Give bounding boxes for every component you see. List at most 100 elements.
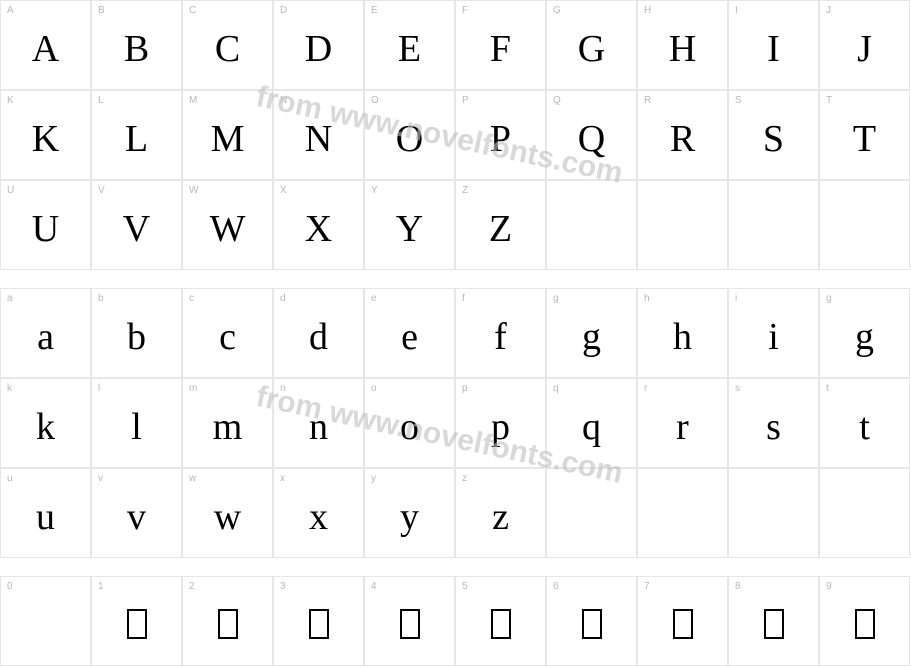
cell-glyph: Q: [578, 120, 605, 158]
glyph-cell: BB: [91, 0, 182, 90]
glyph-cell: 7: [637, 576, 728, 666]
cell-glyph: m: [213, 408, 243, 446]
glyph-cell: CC: [182, 0, 273, 90]
cell-label: 7: [644, 581, 650, 592]
cell-label: C: [189, 5, 196, 16]
glyph-cell: tt: [819, 378, 910, 468]
glyph-cell: 3: [273, 576, 364, 666]
glyph-cell: nn: [273, 378, 364, 468]
cell-glyph: f: [494, 318, 507, 356]
glyph-cell: FF: [455, 0, 546, 90]
cell-glyph: Z: [489, 210, 512, 248]
glyph-cell: ss: [728, 378, 819, 468]
cell-glyph: o: [400, 408, 419, 446]
missing-glyph-box: [127, 609, 147, 639]
glyph-cell: II: [728, 0, 819, 90]
cell-label: H: [644, 5, 651, 16]
glyph-cell: zz: [455, 468, 546, 558]
cell-label: A: [7, 5, 14, 16]
cell-glyph: v: [127, 498, 146, 536]
cell-glyph: g: [582, 318, 601, 356]
glyph-cell: [546, 468, 637, 558]
glyph-cell: pp: [455, 378, 546, 468]
cell-label: h: [644, 293, 650, 304]
cell-label: Y: [371, 185, 378, 196]
cell-glyph: u: [36, 498, 55, 536]
glyph-cell: WW: [182, 180, 273, 270]
cell-glyph: K: [32, 120, 59, 158]
glyph-cell: HH: [637, 0, 728, 90]
cell-label: v: [98, 473, 103, 484]
glyph-cell: NN: [273, 90, 364, 180]
cell-glyph: z: [492, 498, 509, 536]
glyph-cell: qq: [546, 378, 637, 468]
cell-glyph: F: [490, 30, 511, 68]
glyph-cell: rr: [637, 378, 728, 468]
glyph-section: aabbccddeeffgghhiiggkkllmmnnooppqqrrsstt…: [0, 288, 911, 558]
cell-label: U: [7, 185, 14, 196]
glyph-cell: UU: [0, 180, 91, 270]
glyph-section: AABBCCDDEEFFGGHHIIJJKKLLMMNNOOPPQQRRSSTT…: [0, 0, 911, 270]
glyph-cell: aa: [0, 288, 91, 378]
glyph-cell: yy: [364, 468, 455, 558]
cell-glyph: L: [125, 120, 148, 158]
glyph-cell: ff: [455, 288, 546, 378]
cell-label: q: [553, 383, 559, 394]
cell-glyph: N: [305, 120, 332, 158]
cell-label: m: [189, 383, 197, 394]
cell-label: 0: [7, 581, 13, 592]
cell-glyph: t: [859, 408, 870, 446]
cell-label: g: [553, 293, 559, 304]
cell-label: a: [7, 293, 13, 304]
glyph-cell: 0: [0, 576, 91, 666]
cell-label: i: [735, 293, 737, 304]
glyph-cell: [819, 468, 910, 558]
glyph-cell: PP: [455, 90, 546, 180]
cell-label: I: [735, 5, 738, 16]
glyph-cell: [728, 180, 819, 270]
cell-glyph: I: [767, 30, 780, 68]
glyph-cell: 1: [91, 576, 182, 666]
cell-glyph: k: [36, 408, 55, 446]
missing-glyph-box: [491, 609, 511, 639]
cell-glyph: r: [676, 408, 689, 446]
cell-label: P: [462, 95, 469, 106]
cell-glyph: X: [305, 210, 332, 248]
cell-label: c: [189, 293, 194, 304]
cell-glyph: q: [582, 408, 601, 446]
cell-glyph: e: [401, 318, 418, 356]
cell-label: k: [7, 383, 12, 394]
cell-glyph: C: [215, 30, 240, 68]
glyph-cell: RR: [637, 90, 728, 180]
missing-glyph-box: [400, 609, 420, 639]
cell-glyph: E: [398, 30, 421, 68]
cell-glyph: w: [214, 498, 241, 536]
cell-label: d: [280, 293, 286, 304]
cell-label: l: [98, 383, 100, 394]
glyph-cell: GG: [546, 0, 637, 90]
cell-label: D: [280, 5, 287, 16]
cell-glyph: c: [219, 318, 236, 356]
cell-glyph: g: [855, 318, 874, 356]
cell-glyph: D: [305, 30, 332, 68]
glyph-cell: cc: [182, 288, 273, 378]
glyph-cell: DD: [273, 0, 364, 90]
glyph-cell: oo: [364, 378, 455, 468]
cell-glyph: s: [766, 408, 781, 446]
missing-glyph-box: [582, 609, 602, 639]
missing-glyph-box: [764, 609, 784, 639]
glyph-cell: QQ: [546, 90, 637, 180]
cell-label: E: [371, 5, 378, 16]
cell-label: 2: [189, 581, 195, 592]
cell-label: 6: [553, 581, 559, 592]
missing-glyph-box: [309, 609, 329, 639]
cell-glyph: P: [490, 120, 511, 158]
glyph-cell: kk: [0, 378, 91, 468]
cell-glyph: n: [309, 408, 328, 446]
cell-label: r: [644, 383, 647, 394]
glyph-cell: [546, 180, 637, 270]
cell-glyph: l: [131, 408, 142, 446]
glyph-cell: AA: [0, 0, 91, 90]
cell-glyph: T: [853, 120, 876, 158]
glyph-cell: KK: [0, 90, 91, 180]
